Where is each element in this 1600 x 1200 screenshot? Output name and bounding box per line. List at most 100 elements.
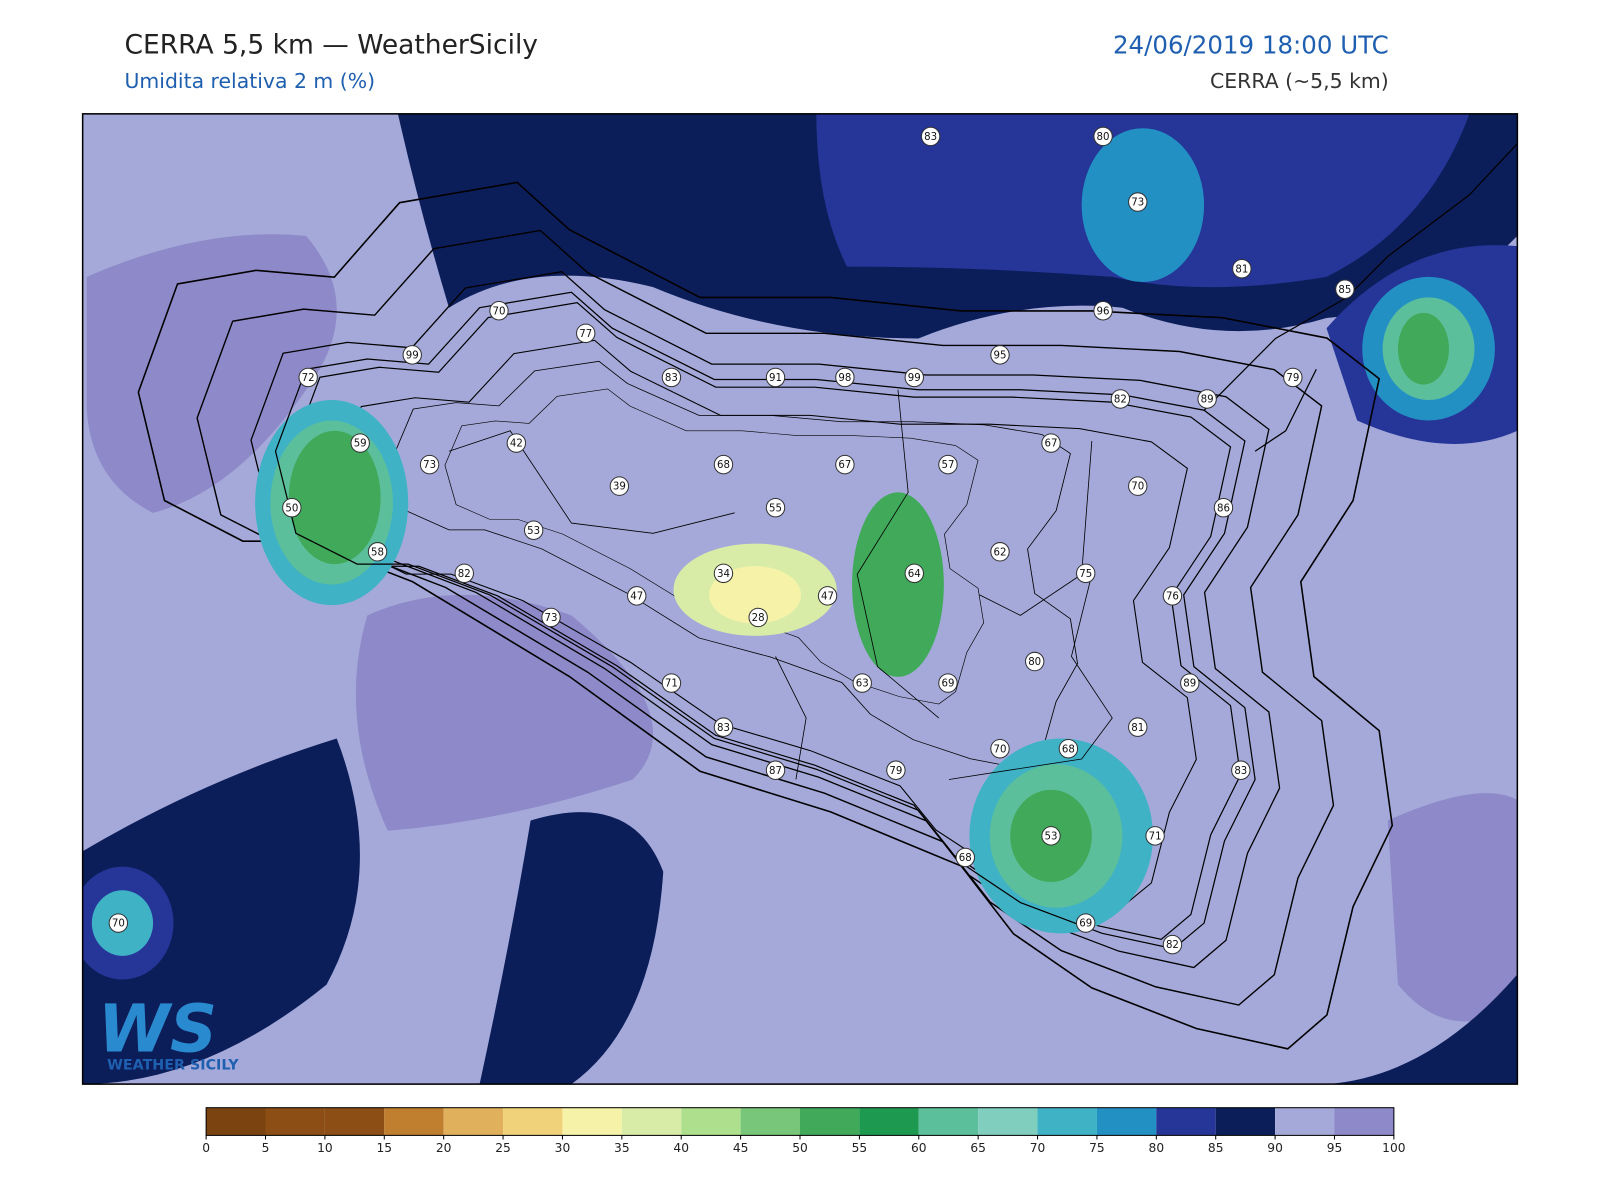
station-marker (627, 586, 647, 606)
station-value: 83 (717, 723, 730, 734)
station: 83 (661, 367, 682, 388)
colorbar-segment (265, 1107, 325, 1136)
station-marker (852, 673, 872, 693)
station-marker (489, 301, 509, 321)
station-marker (609, 476, 630, 496)
station-marker (454, 563, 474, 584)
station: 68 (1058, 738, 1079, 759)
station-value: 81 (1235, 264, 1248, 275)
station-value: 80 (1028, 657, 1041, 668)
station-marker (1197, 389, 1217, 409)
station-value: 70 (1131, 482, 1144, 493)
station-marker (1025, 651, 1045, 672)
station-value: 82 (1166, 940, 1179, 951)
station-marker (920, 126, 941, 147)
station-value: 79 (1286, 373, 1299, 384)
station: 85 (1335, 279, 1355, 299)
station-value: 70 (492, 306, 505, 317)
station-marker (817, 586, 838, 606)
colorbar-tick-label: 35 (614, 1141, 630, 1155)
station-marker (419, 454, 440, 475)
station-value: 71 (1149, 831, 1162, 842)
station-value: 82 (1114, 395, 1127, 406)
station-marker (713, 563, 734, 584)
colorbar-tick-label: 15 (377, 1141, 393, 1155)
station: 53 (1041, 826, 1061, 846)
station: 68 (955, 847, 975, 868)
station-value: 89 (1201, 395, 1214, 406)
station-marker (661, 673, 682, 693)
station-value: 62 (994, 547, 1007, 558)
colorbar-segment (1275, 1107, 1335, 1136)
station-value: 53 (1045, 831, 1058, 842)
station: 34 (713, 563, 734, 584)
station-value: 67 (1045, 439, 1058, 450)
station-value: 64 (908, 569, 921, 580)
station: 67 (1041, 433, 1061, 453)
station-value: 68 (717, 460, 730, 471)
station-marker (904, 367, 924, 388)
station-marker (765, 367, 786, 388)
station: 69 (938, 673, 958, 693)
colorbar-tick-label: 45 (733, 1141, 749, 1155)
station-marker (1076, 563, 1096, 584)
coastline (1203, 143, 1518, 452)
colorbar-segment (1215, 1107, 1276, 1136)
colorbar-segment (681, 1107, 741, 1136)
station-marker (350, 433, 370, 453)
station-marker (1041, 433, 1061, 453)
colorbar-segment (1156, 1107, 1216, 1136)
station-marker (835, 367, 855, 388)
station-value: 34 (717, 569, 730, 580)
station: 96 (1093, 301, 1113, 321)
station-value: 47 (630, 591, 643, 602)
station-marker (1058, 738, 1079, 759)
station-marker (1231, 760, 1251, 780)
station-value: 63 (856, 679, 869, 690)
station-value: 81 (1131, 723, 1144, 734)
station-value: 50 (285, 503, 298, 514)
station: 82 (1162, 934, 1183, 955)
station: 63 (852, 673, 872, 693)
colorbar-segment (1334, 1107, 1394, 1136)
colorbar-tick-label: 85 (1208, 1141, 1224, 1155)
station-value: 53 (527, 526, 540, 537)
field-patch (1387, 793, 1518, 1022)
station: 59 (350, 433, 370, 453)
colorbar-tick-label: 40 (673, 1141, 689, 1155)
field-patch (479, 812, 664, 1085)
station: 99 (904, 367, 924, 388)
station: 47 (627, 586, 647, 606)
station-marker (765, 497, 786, 518)
coastline (274, 291, 1256, 950)
colorbar-segment (443, 1107, 504, 1136)
colorbar-segment (384, 1107, 444, 1136)
field-patch (1326, 974, 1518, 1085)
station: 83 (920, 126, 941, 147)
station: 58 (367, 542, 388, 562)
station: 86 (1213, 497, 1234, 518)
station-value: 80 (1097, 132, 1110, 143)
station-value: 69 (941, 679, 954, 690)
station-value: 79 (889, 766, 902, 777)
station: 79 (1283, 367, 1303, 388)
colorbar-segment (1096, 1107, 1157, 1136)
station: 53 (523, 520, 544, 540)
station-value: 95 (994, 350, 1007, 361)
colorbar-tick-label: 80 (1149, 1141, 1165, 1155)
station-marker (1283, 367, 1303, 388)
station: 98 (835, 367, 855, 388)
logo-text: WEATHER SICILY (107, 1058, 239, 1074)
station: 62 (990, 542, 1010, 562)
colorbar-tick-label: 65 (970, 1141, 986, 1155)
colorbar-segment (800, 1107, 860, 1136)
station: 89 (1197, 389, 1217, 409)
colorbar-tick-label: 30 (555, 1141, 571, 1155)
station-value: 47 (821, 591, 834, 602)
station: 71 (1145, 826, 1165, 846)
station-value: 70 (112, 919, 125, 930)
station-marker (1232, 258, 1252, 279)
province-border (448, 389, 1113, 780)
station: 64 (904, 563, 924, 584)
